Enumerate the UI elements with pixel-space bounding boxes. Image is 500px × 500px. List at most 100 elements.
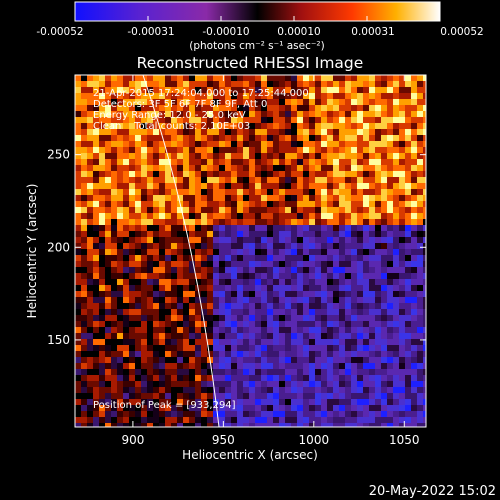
heatmap-cell [135,393,141,399]
heatmap-cell [81,351,87,357]
heatmap-cell [219,417,225,423]
heatmap-cell [357,201,363,207]
heatmap-cell [303,405,309,411]
heatmap-cell [303,237,309,243]
heatmap-cell [201,267,207,273]
heatmap-cell [249,165,255,171]
heatmap-cell [339,273,345,279]
heatmap-cell [111,285,117,291]
heatmap-cell [303,291,309,297]
heatmap-cell [369,291,375,297]
heatmap-cell [303,315,309,321]
heatmap-cell [375,243,381,249]
heatmap-cell [267,177,273,183]
heatmap-cell [345,165,351,171]
heatmap-cell [249,405,255,411]
heatmap-cell [327,183,333,189]
heatmap-cell [147,423,153,427]
heatmap-cell [255,213,261,219]
heatmap-cell [423,261,426,267]
heatmap-cell [291,249,297,255]
heatmap-cell [147,177,153,183]
heatmap-cell [423,369,426,375]
heatmap-cell [75,111,81,117]
heatmap-cell [393,177,399,183]
heatmap-cell [147,153,153,159]
heatmap-cell [297,147,303,153]
heatmap-cell [381,111,387,117]
heatmap-cell [351,375,357,381]
heatmap-cell [183,183,189,189]
heatmap-cell [267,249,273,255]
heatmap-cell [273,135,279,141]
heatmap-cell [309,309,315,315]
heatmap-cell [423,279,426,285]
heatmap-cell [405,345,411,351]
heatmap-cell [327,387,333,393]
heatmap-cell [153,363,159,369]
heatmap-cell [213,321,219,327]
heatmap-cell [81,231,87,237]
heatmap-cell [231,213,237,219]
heatmap-cell [177,321,183,327]
heatmap-cell [273,327,279,333]
heatmap-cell [153,99,159,105]
heatmap-cell [333,135,339,141]
heatmap-cell [75,285,81,291]
heatmap-cell [75,165,81,171]
heatmap-cell [321,183,327,189]
heatmap-cell [375,291,381,297]
heatmap-cell [147,267,153,273]
heatmap-cell [273,105,279,111]
heatmap-cell [111,201,117,207]
heatmap-cell [171,279,177,285]
heatmap-cell [399,345,405,351]
colorbar-tick-label: -0.00052 [36,26,83,38]
heatmap-cell [165,369,171,375]
heatmap-cell [153,291,159,297]
heatmap-cell [81,177,87,183]
heatmap-cell [231,291,237,297]
heatmap-cell [339,279,345,285]
heatmap-cell [357,177,363,183]
heatmap-cell [225,123,231,129]
heatmap-cell [135,99,141,105]
heatmap-cell [339,291,345,297]
heatmap-cell [213,357,219,363]
heatmap-cell [321,381,327,387]
heatmap-cell [75,345,81,351]
heatmap-cell [123,99,129,105]
x-tick-label: 1000 [299,433,330,447]
heatmap-cell [171,273,177,279]
heatmap-cell [99,243,105,249]
heatmap-cell [393,147,399,153]
heatmap-cell [87,339,93,345]
heatmap-cell [273,285,279,291]
heatmap-cell [111,267,117,273]
heatmap-cell [279,129,285,135]
heatmap-cell [147,393,153,399]
heatmap-cell [93,105,99,111]
heatmap-cell [219,159,225,165]
heatmap-cell [123,195,129,201]
heatmap-cell [393,141,399,147]
heatmap-cell [339,381,345,387]
heatmap-cell [369,111,375,117]
heatmap-cell [411,285,417,291]
heatmap-cell [159,225,165,231]
heatmap-cell [411,357,417,363]
heatmap-cell [111,81,117,87]
heatmap-cell [309,111,315,117]
heatmap-cell [381,351,387,357]
heatmap-cell [381,375,387,381]
heatmap-cell [363,123,369,129]
heatmap-cell [261,387,267,393]
heatmap-cell [357,213,363,219]
heatmap-cell [261,345,267,351]
heatmap-cell [339,339,345,345]
heatmap-cell [141,339,147,345]
heatmap-cell [75,135,81,141]
heatmap-cell [273,141,279,147]
heatmap-cell [327,261,333,267]
heatmap-cell [345,219,351,225]
